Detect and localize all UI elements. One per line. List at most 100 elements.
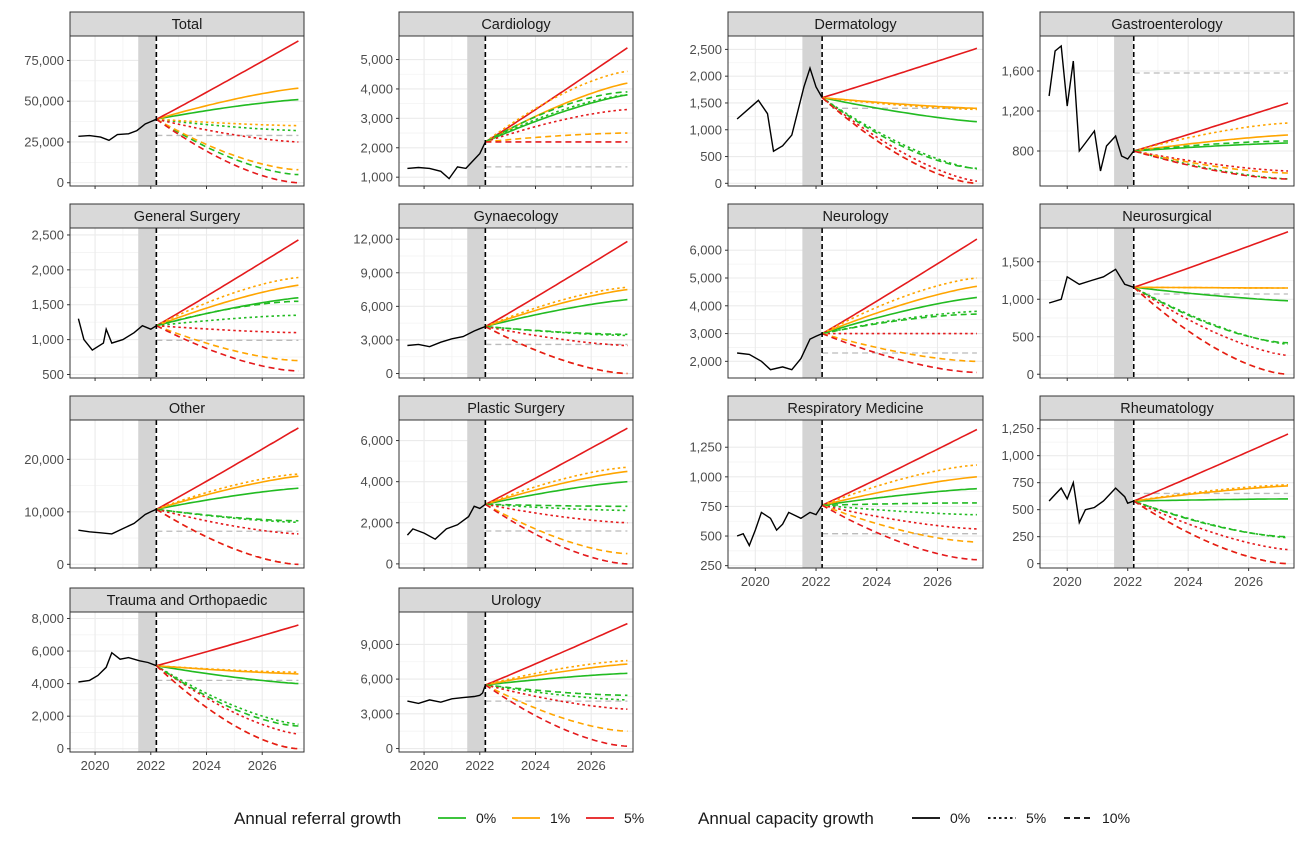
- projection-ref2-cap2: [484, 684, 628, 747]
- projection-ref2-cap0: [156, 239, 299, 327]
- observed-series-line: [78, 508, 157, 535]
- projection-ref2-cap2: [821, 332, 977, 374]
- y-tick-label: 500: [1012, 502, 1034, 517]
- observed-series-line: [737, 332, 823, 371]
- x-tick-label: 2020: [410, 758, 439, 773]
- projection-ref2-cap1: [485, 503, 628, 524]
- panel-general-surgery: General Surgery 500 1,000 1,500 2,000 2,500: [31, 203, 305, 382]
- projection-ref2-cap1: [1133, 500, 1289, 551]
- projection-ref0-cap0: [485, 298, 628, 328]
- projection-ref1-cap1: [1133, 484, 1289, 502]
- projection-ref0-cap0: [1133, 286, 1289, 302]
- shaded-period: [802, 420, 822, 568]
- projection-ref1-cap1: [821, 464, 977, 506]
- projection-ref0-cap2: [1133, 140, 1288, 152]
- y-tick-label: 2,000: [31, 709, 64, 724]
- projection-ref2-cap0: [485, 240, 628, 328]
- y-tick-label: 0: [715, 176, 722, 191]
- x-tick-label: 2026: [577, 758, 606, 773]
- x-tick-label: 2022: [1113, 574, 1142, 589]
- strip-background: [69, 11, 305, 37]
- projection-ref2-cap2: [1133, 150, 1289, 180]
- panel-title: Urology: [491, 593, 542, 609]
- projection-ref1-cap2: [1133, 150, 1289, 174]
- projection-ref1-cap0: [485, 82, 628, 143]
- projection-ref2-cap1: [485, 325, 628, 347]
- strip-background: [727, 395, 984, 421]
- panel-title: Neurology: [822, 209, 889, 225]
- projection-ref2-cap1: [155, 665, 299, 735]
- y-tick-label: 1,000: [689, 122, 722, 137]
- y-tick-label: 75,000: [24, 53, 64, 68]
- y-tick-label: 20,000: [24, 452, 64, 467]
- y-tick-label: 4,000: [360, 474, 393, 489]
- shaded-period: [467, 36, 485, 186]
- projection-ref0-cap0: [821, 296, 978, 335]
- panel-respiratory-medicine: Respiratory Medicine 250 500 750 1,000 1,250 2…: [689, 395, 984, 589]
- shaded-period: [467, 420, 485, 568]
- x-tick-label: 2024: [862, 574, 891, 589]
- observed-series-line: [736, 65, 823, 153]
- projection-ref2-cap1: [485, 684, 628, 710]
- projection-ref2-cap1: [1133, 150, 1289, 172]
- projection-ref0-cap2: [155, 118, 299, 176]
- y-tick-label: 50,000: [24, 94, 64, 109]
- projection-ref1-cap0: [1133, 134, 1289, 152]
- strip-background: [1039, 203, 1295, 229]
- projection-ref1-cap1: [156, 276, 299, 327]
- projection-ref2-cap0: [821, 47, 978, 99]
- observed-series-line: [1048, 479, 1134, 525]
- projection-ref0-cap1: [1133, 286, 1289, 346]
- projection-ref1-cap2: [156, 324, 299, 362]
- shaded-period: [467, 228, 485, 378]
- panel-trauma-and-orthopaedic: Trauma and Orthopaedic 0 2,000 4,000 6,000 8,…: [31, 587, 305, 773]
- projection-ref2-cap1: [485, 108, 628, 143]
- strip-background: [1039, 395, 1295, 421]
- legend-referral-label: 0%: [476, 810, 496, 826]
- panel-border: [1039, 419, 1295, 569]
- y-tick-label: 500: [1012, 329, 1034, 344]
- x-tick-label: 2024: [1174, 574, 1203, 589]
- observed-series-line: [1048, 44, 1135, 172]
- y-tick-label: 0: [386, 556, 393, 571]
- projection-ref1-cap0: [822, 96, 977, 110]
- legend-referral-label: 5%: [624, 810, 644, 826]
- projection-ref2-cap1: [1133, 286, 1289, 357]
- y-tick-label: 6,000: [689, 243, 722, 258]
- y-tick-label: 25,000: [24, 134, 64, 149]
- y-tick-label: 750: [1012, 475, 1034, 490]
- legend-capacity-label: 5%: [1026, 810, 1046, 826]
- projection-ref0-cap0: [156, 487, 299, 510]
- projection-ref1-cap0: [156, 87, 299, 120]
- y-tick-label: 1,000: [1001, 292, 1034, 307]
- projection-ref2-cap0: [1133, 231, 1289, 289]
- panel-background: [1040, 228, 1294, 378]
- y-tick-label: 1,500: [31, 297, 64, 312]
- observed-series-line: [406, 503, 486, 541]
- observed-series-line: [407, 684, 487, 705]
- y-tick-label: 800: [1012, 144, 1034, 159]
- projection-ref1-cap2: [821, 332, 977, 363]
- panel-border: [398, 35, 634, 187]
- y-tick-label: 2,000: [689, 69, 722, 84]
- y-tick-label: 5,000: [689, 271, 722, 286]
- projection-ref1-cap1: [1133, 286, 1288, 289]
- y-tick-label: 500: [700, 529, 722, 544]
- legend: Annual referral growth 0% 1% 5% Annual capac…: [234, 809, 1130, 828]
- legend-referral-title: Annual referral growth: [234, 809, 401, 828]
- y-tick-label: 6,000: [360, 672, 393, 687]
- panel-title: Rheumatology: [1120, 401, 1214, 417]
- panel-border: [69, 419, 305, 569]
- x-tick-label: 2022: [465, 758, 494, 773]
- panel-background: [70, 420, 304, 568]
- panel-border: [69, 35, 305, 187]
- projection-ref1-cap0: [485, 288, 628, 328]
- shaded-period: [138, 36, 156, 186]
- projection-ref2-cap2: [155, 665, 299, 750]
- panel-title: Total: [172, 17, 203, 33]
- strip-background: [398, 11, 634, 37]
- observed-series-line: [407, 141, 487, 180]
- y-tick-label: 9,000: [360, 265, 393, 280]
- projection-ref1-cap2: [821, 504, 977, 543]
- projection-ref0-cap2: [485, 684, 628, 697]
